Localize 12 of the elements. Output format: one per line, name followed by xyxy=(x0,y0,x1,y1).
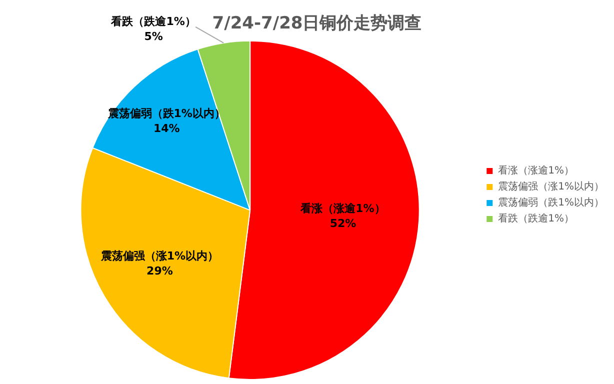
chart-title: 7/24-7/28日铜价走势调查 xyxy=(212,14,422,34)
legend-label: 震荡偏强（涨1%以内） xyxy=(498,180,604,193)
slice-label: 看涨（涨逾1%） xyxy=(300,202,386,215)
data-label: 5% xyxy=(144,30,163,43)
legend-label: 震荡偏弱（跌1%以内） xyxy=(498,196,604,209)
legend-label: 看跌（跌逾1%） xyxy=(498,212,574,225)
slice-label: 震荡偏强（涨1%以内） xyxy=(100,249,219,262)
data-label: 52% xyxy=(330,216,356,230)
legend-label: 看涨（涨逾1%） xyxy=(498,164,574,177)
slice-label: 看跌（跌逾1%） xyxy=(110,14,196,28)
data-label: 29% xyxy=(146,264,173,278)
data-label: 14% xyxy=(153,122,180,136)
